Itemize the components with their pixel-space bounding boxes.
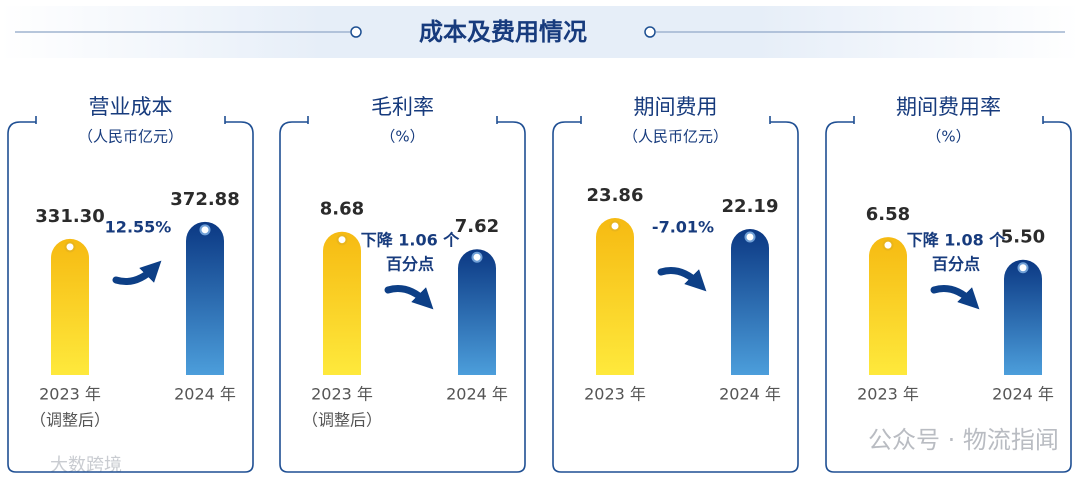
trend-arrow [384, 285, 434, 310]
trend-arrow [657, 267, 707, 292]
bar [458, 249, 496, 375]
value-label: 372.88 [170, 189, 239, 210]
value-label: 8.68 [320, 199, 364, 220]
change-annotation: -7.01% [652, 218, 714, 237]
change-annotation: 12.55% [105, 218, 172, 237]
category-note: （调整后） [30, 411, 110, 430]
bar [323, 231, 361, 375]
bar [596, 218, 634, 375]
bar [731, 229, 769, 375]
value-label: 23.86 [587, 185, 644, 206]
change-annotation: 下降 1.06 个 [361, 231, 461, 250]
value-label: 6.58 [866, 204, 910, 225]
x-tick-label: 2023 年 [39, 385, 101, 404]
value-label: 331.30 [35, 206, 104, 227]
bar [51, 238, 89, 375]
bar-dot [199, 224, 211, 236]
x-tick-label: 2024 年 [719, 385, 781, 404]
chart-subtitle: （%） [926, 128, 970, 146]
watermark: 公众号 · 物流指闻 [868, 426, 1059, 454]
bar [1004, 259, 1042, 375]
bar-dot [336, 234, 348, 246]
bar-dot [64, 241, 76, 253]
x-tick-label: 2024 年 [446, 385, 508, 404]
chart-title: 毛利率 [371, 95, 434, 119]
chart-subtitle: （人民币亿元） [78, 128, 183, 146]
bar-dot [1017, 262, 1029, 274]
bar-dot [882, 239, 894, 251]
chart-subtitle: （人民币亿元） [623, 128, 728, 146]
chart-title: 期间费用率 [896, 95, 1001, 119]
value-label: 22.19 [722, 196, 779, 217]
chart-title: 营业成本 [89, 95, 173, 119]
bar-dot [609, 220, 621, 232]
bar [869, 237, 907, 375]
x-tick-label: 2023 年 [311, 385, 373, 404]
header-dot [644, 26, 656, 38]
value-label: 7.62 [455, 216, 499, 237]
page-title: 成本及费用情况 [419, 18, 587, 46]
bar-dot [744, 231, 756, 243]
panel-frame [825, 121, 1072, 473]
x-tick-label: 2024 年 [174, 385, 236, 404]
x-tick-label: 2024 年 [992, 385, 1054, 404]
trend-arrow [930, 285, 980, 310]
panel-frame [552, 121, 799, 473]
panel-frame [279, 121, 526, 473]
panel-frame [7, 121, 254, 473]
chart-subtitle: （%） [380, 128, 424, 146]
header-dot [350, 26, 362, 38]
value-label: 5.50 [1001, 227, 1045, 248]
change-annotation: 下降 1.08 个 [907, 231, 1007, 250]
bar [186, 221, 224, 375]
category-note: （调整后） [302, 411, 382, 430]
change-annotation: 百分点 [932, 255, 980, 274]
x-tick-label: 2023 年 [584, 385, 646, 404]
x-tick-label: 2023 年 [857, 385, 919, 404]
chart-title: 期间费用 [634, 95, 718, 119]
watermark: 大数跨境 [50, 455, 122, 476]
trend-arrow [112, 260, 162, 285]
bar-dot [471, 251, 483, 263]
change-annotation: 百分点 [386, 255, 434, 274]
